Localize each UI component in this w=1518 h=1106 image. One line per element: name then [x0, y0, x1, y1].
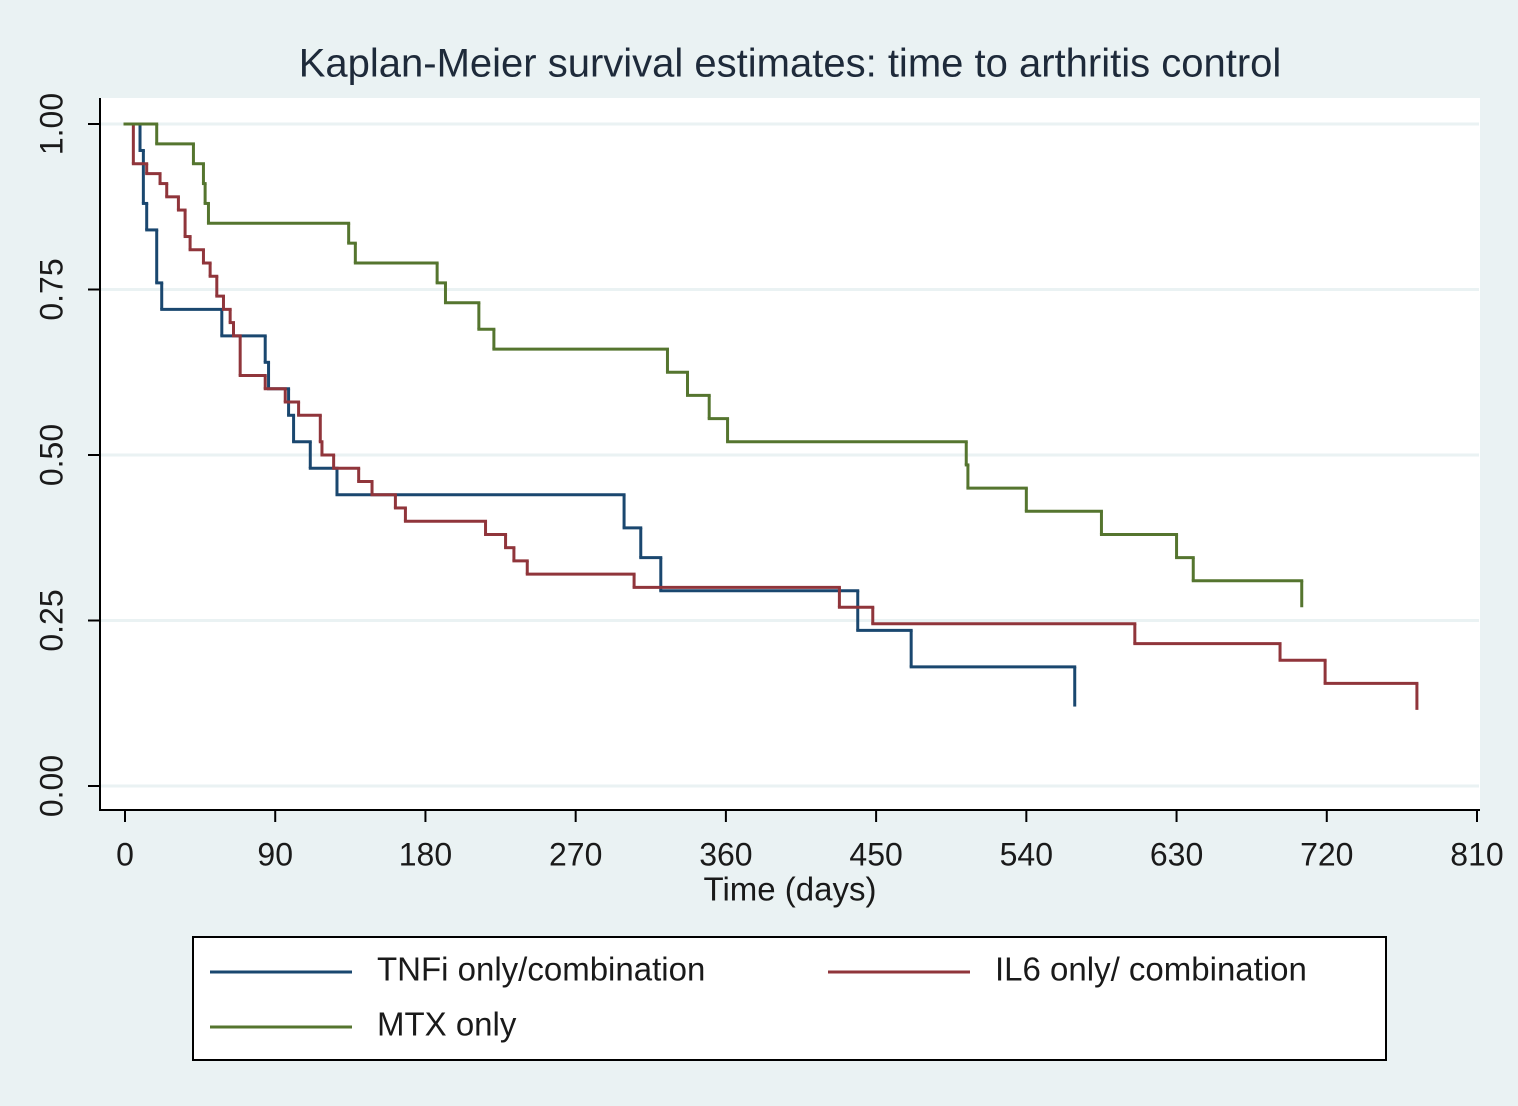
x-tick-label: 540: [1000, 836, 1053, 872]
y-tick-label: 0.50: [33, 424, 69, 486]
legend-box: [192, 936, 1387, 1061]
x-tick-label: 810: [1450, 836, 1503, 872]
y-tick-label: 0.25: [33, 589, 69, 651]
y-tick-label: 0.75: [33, 258, 69, 320]
chart-title: Kaplan-Meier survival estimates: time to…: [299, 42, 1282, 86]
x-tick-label: 630: [1150, 836, 1203, 872]
x-tick-label: 270: [549, 836, 602, 872]
x-tick-label: 720: [1300, 836, 1353, 872]
legend-label: MTX only: [377, 1006, 517, 1043]
x-axis-title: Time (days): [704, 871, 877, 908]
x-tick-label: 450: [849, 836, 902, 872]
legend-label: IL6 only/ combination: [995, 951, 1307, 988]
y-tick-label: 1.00: [33, 93, 69, 155]
x-tick-label: 360: [699, 836, 752, 872]
x-tick-label: 0: [116, 836, 134, 872]
y-tick-label: 0.00: [33, 755, 69, 817]
legend-label: TNFi only/combination: [377, 951, 705, 988]
x-tick-label: 90: [257, 836, 293, 872]
x-tick-label: 180: [399, 836, 452, 872]
